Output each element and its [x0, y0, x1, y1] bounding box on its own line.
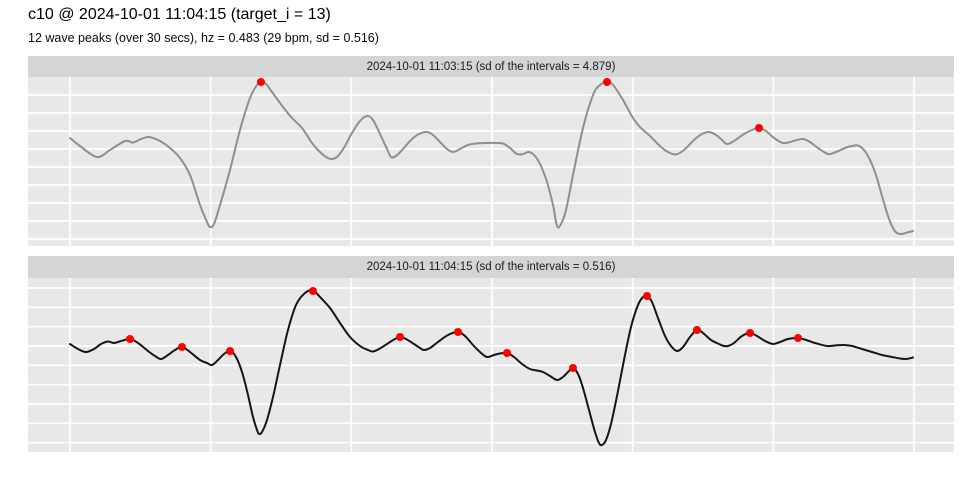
- facet-panel-bottom: [28, 278, 954, 452]
- peak-marker: [309, 287, 317, 295]
- facet-strip-bottom-label: 2024-10-01 11:04:15 (sd of the intervals…: [366, 261, 616, 273]
- peak-marker: [257, 78, 265, 86]
- facet-strip-top: 2024-10-01 11:03:15 (sd of the intervals…: [28, 56, 954, 77]
- waveform-line: [69, 80, 914, 236]
- peak-marker: [794, 334, 802, 342]
- peak-marker: [569, 364, 577, 372]
- peak-marker: [396, 333, 404, 341]
- facet-strip-bottom: 2024-10-01 11:04:15 (sd of the intervals…: [28, 256, 954, 278]
- facet-panel-top: [28, 77, 954, 246]
- peak-marker: [693, 326, 701, 334]
- peak-marker: [126, 335, 134, 343]
- peak-marker: [755, 124, 763, 132]
- peak-marker: [643, 292, 651, 300]
- facet-strip-top-label: 2024-10-01 11:03:15 (sd of the intervals…: [366, 60, 616, 73]
- plot-title: c10 @ 2024-10-01 11:04:15 (target_i = 13…: [28, 6, 331, 23]
- peak-marker: [603, 78, 611, 86]
- peak-marker: [178, 343, 186, 351]
- plot-subtitle: 12 wave peaks (over 30 secs), hz = 0.483…: [28, 31, 379, 45]
- peak-marker: [746, 329, 754, 337]
- peak-marker: [226, 347, 234, 355]
- peak-marker: [503, 349, 511, 357]
- peak-marker: [454, 328, 462, 336]
